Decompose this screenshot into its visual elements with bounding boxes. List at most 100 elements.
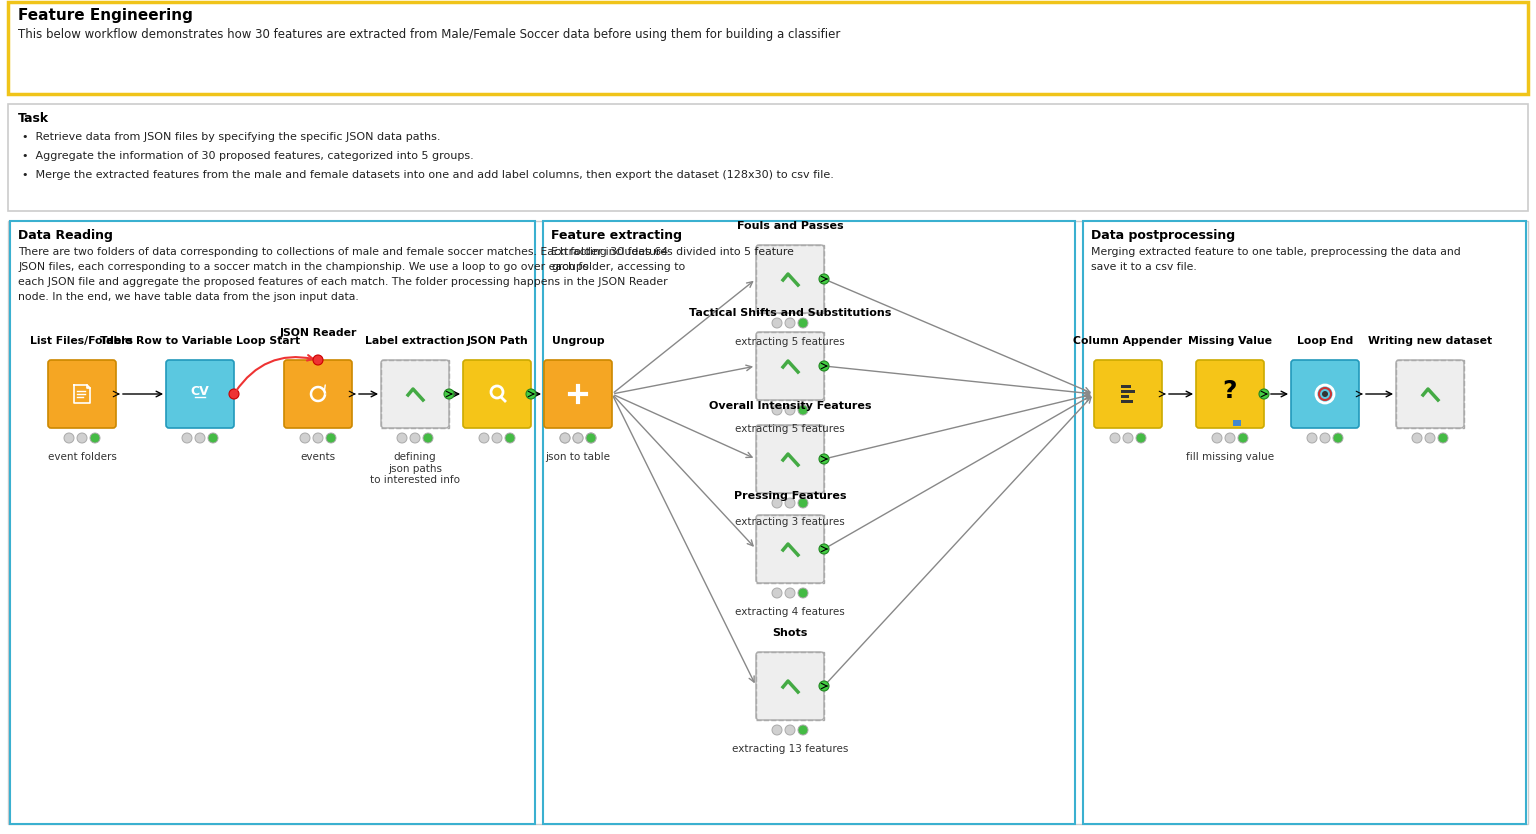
Bar xyxy=(1083,221,1525,824)
Circle shape xyxy=(1123,433,1134,443)
Circle shape xyxy=(229,389,240,399)
Text: Fouls and Passes: Fouls and Passes xyxy=(737,221,843,231)
Text: json to table: json to table xyxy=(545,452,610,462)
Circle shape xyxy=(492,433,502,443)
Text: JSON Reader: JSON Reader xyxy=(280,328,356,338)
Bar xyxy=(8,221,1528,824)
Text: Tactical Shifts and Substitutions: Tactical Shifts and Substitutions xyxy=(688,308,891,318)
Circle shape xyxy=(819,274,829,284)
Circle shape xyxy=(561,433,570,443)
Circle shape xyxy=(313,433,323,443)
Circle shape xyxy=(773,405,782,415)
Circle shape xyxy=(799,318,808,328)
Text: Shots: Shots xyxy=(773,628,808,638)
Circle shape xyxy=(1238,433,1247,443)
Bar xyxy=(1121,395,1129,398)
Text: Data Reading: Data Reading xyxy=(18,229,112,242)
Circle shape xyxy=(819,361,829,371)
FancyBboxPatch shape xyxy=(284,360,352,428)
Bar xyxy=(544,221,1075,824)
FancyBboxPatch shape xyxy=(48,360,117,428)
FancyBboxPatch shape xyxy=(756,425,823,493)
Text: Ungroup: Ungroup xyxy=(551,336,604,346)
Bar xyxy=(756,425,823,493)
Text: save it to a csv file.: save it to a csv file. xyxy=(1091,262,1197,272)
FancyBboxPatch shape xyxy=(166,360,233,428)
Circle shape xyxy=(1226,433,1235,443)
Text: Label extraction: Label extraction xyxy=(366,336,465,346)
Circle shape xyxy=(181,433,192,443)
Text: node. In the end, we have table data from the json input data.: node. In the end, we have table data fro… xyxy=(18,292,359,302)
FancyBboxPatch shape xyxy=(544,360,611,428)
Circle shape xyxy=(1307,433,1316,443)
Text: JSON files, each corresponding to a soccer match in the championship. We use a l: JSON files, each corresponding to a socc… xyxy=(18,262,685,272)
Circle shape xyxy=(1322,391,1329,397)
Text: •  Retrieve data from JSON files by specifying the specific JSON data paths.: • Retrieve data from JSON files by speci… xyxy=(22,132,441,142)
Bar xyxy=(1233,420,1241,426)
Text: groups: groups xyxy=(551,262,588,272)
Text: Table Row to Variable Loop Start: Table Row to Variable Loop Start xyxy=(100,336,300,346)
Bar xyxy=(8,104,1528,211)
Text: Merging extracted feature to one table, preprocessing the data and: Merging extracted feature to one table, … xyxy=(1091,247,1461,257)
Circle shape xyxy=(65,433,74,443)
Circle shape xyxy=(525,389,536,399)
Text: •  Aggregate the information of 30 proposed features, categorized into 5 groups.: • Aggregate the information of 30 propos… xyxy=(22,151,473,161)
Text: extracting 5 features: extracting 5 features xyxy=(736,337,845,347)
Circle shape xyxy=(587,433,596,443)
Text: Writing new dataset: Writing new dataset xyxy=(1369,336,1491,346)
Circle shape xyxy=(773,318,782,328)
Circle shape xyxy=(587,433,596,443)
Text: event folders: event folders xyxy=(48,452,117,462)
FancyBboxPatch shape xyxy=(1094,360,1163,428)
Text: Feature extracting: Feature extracting xyxy=(551,229,682,242)
Circle shape xyxy=(1212,433,1223,443)
Circle shape xyxy=(326,433,336,443)
Text: List Files/Folders: List Files/Folders xyxy=(31,336,134,346)
Circle shape xyxy=(785,498,796,508)
Circle shape xyxy=(1438,433,1448,443)
Circle shape xyxy=(410,433,419,443)
Bar xyxy=(1396,360,1464,428)
Text: There are two folders of data corresponding to collections of male and female so: There are two folders of data correspond… xyxy=(18,247,668,257)
Circle shape xyxy=(207,433,218,443)
Circle shape xyxy=(1260,389,1269,399)
Circle shape xyxy=(785,725,796,735)
Circle shape xyxy=(91,433,100,443)
FancyBboxPatch shape xyxy=(1396,360,1464,428)
Bar xyxy=(1121,400,1134,403)
Bar xyxy=(756,332,823,400)
Text: events: events xyxy=(301,452,335,462)
Circle shape xyxy=(313,355,323,365)
Circle shape xyxy=(1111,433,1120,443)
Circle shape xyxy=(396,433,407,443)
Circle shape xyxy=(799,405,808,415)
Bar xyxy=(756,652,823,720)
Bar xyxy=(1121,390,1135,393)
Text: defining
json paths
to interested info: defining json paths to interested info xyxy=(370,452,459,485)
FancyBboxPatch shape xyxy=(381,360,449,428)
Text: extracting 5 features: extracting 5 features xyxy=(736,424,845,434)
Text: Extracting 30 features divided into 5 feature: Extracting 30 features divided into 5 fe… xyxy=(551,247,794,257)
FancyBboxPatch shape xyxy=(756,515,823,583)
Bar xyxy=(381,360,449,428)
Circle shape xyxy=(799,725,808,735)
Circle shape xyxy=(773,498,782,508)
Circle shape xyxy=(479,433,488,443)
Text: Column Appender: Column Appender xyxy=(1074,336,1183,346)
Text: extracting 3 features: extracting 3 features xyxy=(736,517,845,527)
Circle shape xyxy=(785,405,796,415)
Text: Overall Intensity Features: Overall Intensity Features xyxy=(708,401,871,411)
Circle shape xyxy=(505,433,515,443)
Text: fill missing value: fill missing value xyxy=(1186,452,1273,462)
FancyBboxPatch shape xyxy=(756,652,823,720)
Circle shape xyxy=(819,454,829,464)
Circle shape xyxy=(785,588,796,598)
Circle shape xyxy=(573,433,584,443)
Bar xyxy=(11,221,535,824)
Circle shape xyxy=(1412,433,1422,443)
Circle shape xyxy=(819,681,829,691)
Circle shape xyxy=(77,433,88,443)
Text: Missing Value: Missing Value xyxy=(1187,336,1272,346)
Text: JSON Path: JSON Path xyxy=(465,336,528,346)
Text: Loop End: Loop End xyxy=(1296,336,1353,346)
